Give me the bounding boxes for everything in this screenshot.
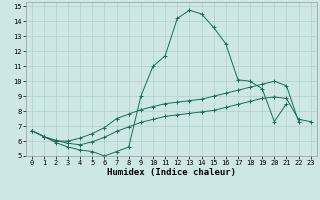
X-axis label: Humidex (Indice chaleur): Humidex (Indice chaleur) bbox=[107, 168, 236, 177]
